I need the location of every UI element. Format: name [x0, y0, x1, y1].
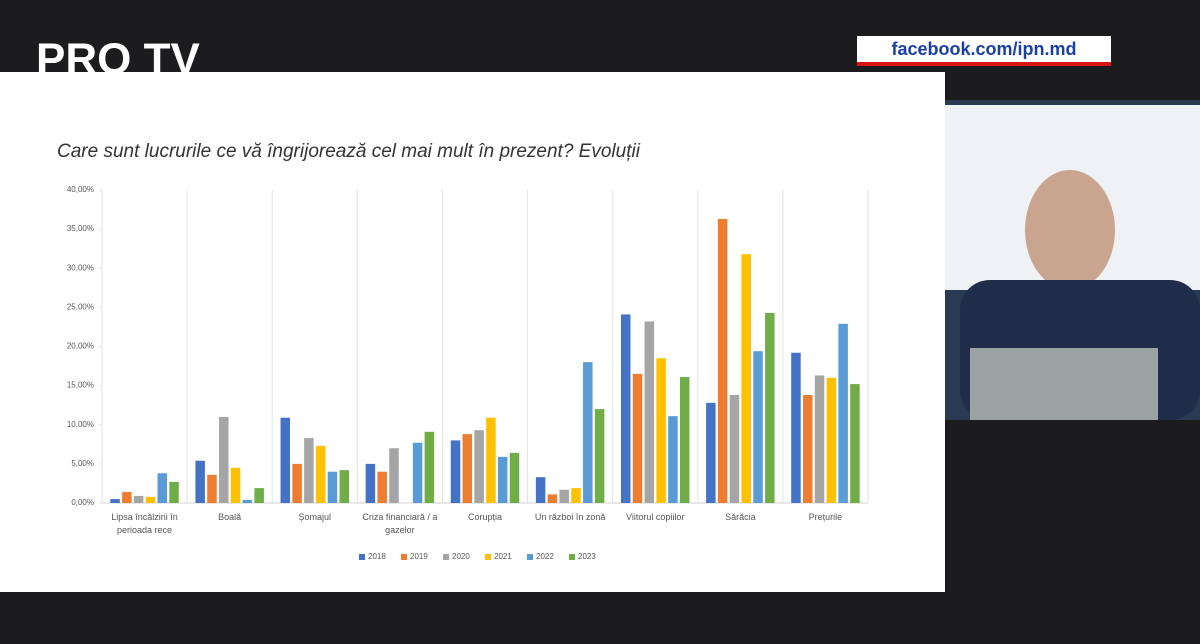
bar	[195, 460, 205, 503]
y-tick-label: 30,00%	[67, 263, 94, 272]
bar	[668, 416, 678, 503]
x-tick-label: Lipsa încălzirii în perioada rece	[111, 512, 178, 535]
bar	[814, 375, 825, 503]
legend-swatch	[527, 554, 533, 560]
bar	[850, 384, 860, 503]
bar	[377, 471, 387, 503]
legend-label: 2022	[536, 552, 554, 561]
bar	[315, 445, 326, 503]
bar	[838, 323, 848, 503]
bar	[717, 218, 728, 503]
bar	[339, 470, 350, 503]
bar	[583, 362, 593, 503]
bar	[242, 499, 253, 503]
laptop	[970, 348, 1158, 420]
legend-label: 2018	[368, 552, 386, 561]
x-tick-label: Corupția	[467, 512, 503, 522]
legend-swatch	[359, 554, 365, 560]
slide	[0, 72, 945, 592]
bar	[632, 373, 643, 503]
bar	[497, 456, 508, 503]
bar	[122, 492, 132, 503]
bar	[729, 395, 740, 503]
bar	[462, 434, 473, 503]
x-tick-label: Un război în zonă	[534, 512, 606, 522]
link-underline	[857, 62, 1111, 66]
bar	[741, 254, 751, 503]
bar	[644, 321, 655, 503]
legend-swatch	[401, 554, 407, 560]
y-tick-label: 20,00%	[67, 342, 94, 351]
chart-title: Care sunt lucrurile ce vă îngrijorează c…	[57, 141, 641, 162]
bar	[254, 488, 264, 503]
legend-swatch	[569, 554, 575, 560]
legend-label: 2019	[410, 552, 428, 561]
bar	[620, 314, 631, 503]
bar	[791, 352, 801, 503]
x-tick-label: Șomajul	[298, 512, 332, 522]
bar	[145, 496, 156, 503]
link-text: facebook.com/ipn.md	[891, 39, 1076, 59]
bar	[280, 417, 291, 503]
y-tick-label: 5,00%	[71, 459, 94, 468]
bar	[486, 417, 496, 503]
bar	[765, 312, 775, 503]
bar	[559, 489, 569, 503]
y-tick-label: 40,00%	[67, 185, 94, 194]
bar	[535, 477, 546, 503]
legend-label: 2020	[452, 552, 470, 561]
x-tick-label: Boală	[218, 512, 242, 522]
bar	[424, 431, 435, 503]
y-tick-label: 25,00%	[67, 302, 94, 311]
x-tick-label: Prețurile	[808, 512, 843, 522]
bar	[230, 467, 241, 503]
presenter-head	[1025, 170, 1115, 290]
x-tick-label: Sărăcia	[725, 512, 756, 522]
y-tick-label: 10,00%	[67, 420, 94, 429]
bar	[706, 402, 716, 503]
legend-label: 2023	[578, 552, 596, 561]
bar	[826, 377, 837, 503]
bar	[169, 481, 179, 503]
bar	[412, 442, 423, 503]
y-tick-label: 15,00%	[67, 381, 94, 390]
y-tick-label: 0,00%	[71, 498, 94, 507]
bar	[594, 409, 605, 503]
bar	[389, 448, 399, 503]
bar	[571, 488, 581, 503]
bar	[547, 494, 558, 503]
link-box	[857, 36, 1111, 66]
bar	[292, 463, 302, 503]
legend-label: 2021	[494, 552, 512, 561]
bar	[133, 495, 144, 503]
legend-swatch	[485, 554, 491, 560]
legend-swatch	[443, 554, 449, 560]
y-tick-label: 35,00%	[67, 224, 94, 233]
bar	[157, 473, 168, 503]
bar	[474, 430, 484, 503]
bar	[802, 395, 813, 503]
bar	[450, 440, 461, 503]
bar	[110, 499, 120, 503]
bar	[365, 463, 376, 503]
bar	[679, 377, 690, 503]
bar	[327, 471, 338, 503]
bar	[656, 358, 666, 503]
bar	[207, 474, 217, 503]
bar	[219, 416, 229, 503]
bar	[304, 438, 314, 503]
bar	[753, 351, 763, 503]
x-tick-label: Viitorul copiilor	[626, 512, 685, 522]
bar	[509, 452, 520, 503]
x-tick-label: Criza financiară / a gazelor	[362, 512, 438, 535]
